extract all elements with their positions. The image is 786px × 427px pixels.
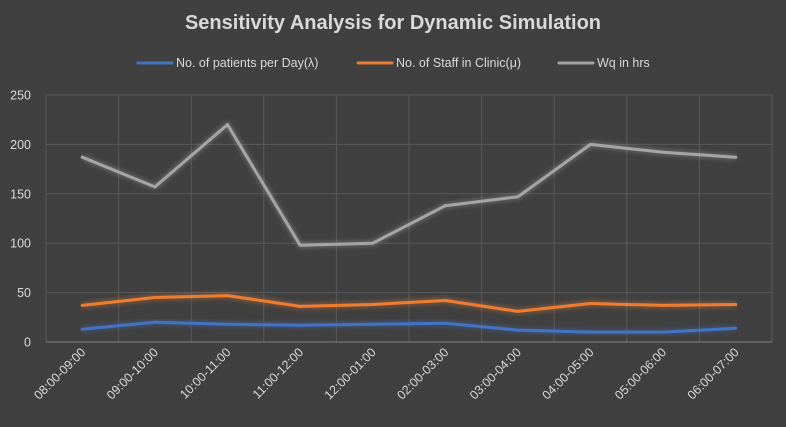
y-axis: 0 50 100 150 200 250 [10, 89, 31, 350]
data-point [734, 326, 738, 330]
data-point [443, 321, 447, 325]
data-point [226, 322, 229, 326]
data-point [298, 304, 302, 308]
data-point [589, 330, 592, 334]
legend-label: No. of Staff in Clinic(μ) [396, 56, 521, 70]
chart-title: Sensitivity Analysis for Dynamic Simulat… [185, 12, 601, 34]
x-tick-label: 04:00-05:00 [540, 345, 597, 402]
y-tick-label: 0 [24, 336, 31, 350]
data-point [298, 243, 302, 247]
x-tick-label: 12:00-01:00 [322, 345, 379, 402]
y-tick-label: 100 [10, 237, 31, 251]
series-line-3 [80, 123, 738, 247]
data-point [153, 185, 157, 189]
data-point [516, 195, 520, 199]
data-point [443, 299, 447, 303]
data-point [661, 303, 665, 307]
data-point [443, 204, 447, 208]
data-point [80, 303, 84, 307]
x-tick-label: 03:00-04:00 [467, 345, 524, 402]
data-point [226, 123, 229, 127]
data-point [80, 327, 84, 331]
data-point [661, 330, 665, 334]
series-line-1 [80, 320, 738, 334]
y-tick-label: 250 [10, 89, 31, 103]
data-point [298, 323, 302, 327]
x-tick-label: 08:00-09:00 [31, 345, 88, 402]
data-point [371, 241, 375, 245]
data-point [516, 328, 520, 332]
x-tick-label: 11:00-12:00 [250, 345, 306, 401]
data-point [516, 309, 520, 313]
data-point [226, 294, 229, 298]
x-tick-label: 06:00-07:00 [685, 345, 742, 402]
data-point [153, 320, 157, 324]
data-point [371, 302, 375, 306]
x-tick-label: 09:00-10:00 [104, 345, 161, 402]
series-line-2 [80, 294, 738, 313]
data-point [734, 302, 738, 306]
data-point [661, 150, 665, 154]
series-lines [80, 121, 738, 336]
x-tick-label: 02:00-03:00 [394, 345, 451, 402]
y-tick-label: 150 [10, 187, 31, 201]
data-point [371, 322, 375, 326]
legend-label: Wq in hrs [597, 56, 650, 70]
x-tick-label: 05:00-06:00 [612, 345, 669, 402]
data-point [80, 155, 84, 159]
data-point [734, 155, 738, 159]
x-tick-label: 10:00-11:00 [177, 345, 233, 401]
y-tick-label: 200 [10, 138, 31, 152]
data-point [589, 301, 592, 305]
data-point [153, 296, 157, 300]
x-axis: 08:00-09:00 09:00-10:00 10:00-11:00 11:00-1… [31, 345, 742, 402]
chart-legend: No. of patients per Day(λ) No. of Staff i… [136, 56, 650, 70]
data-point [589, 142, 592, 146]
legend-label: No. of patients per Day(λ) [176, 56, 318, 70]
y-tick-label: 50 [17, 286, 31, 300]
